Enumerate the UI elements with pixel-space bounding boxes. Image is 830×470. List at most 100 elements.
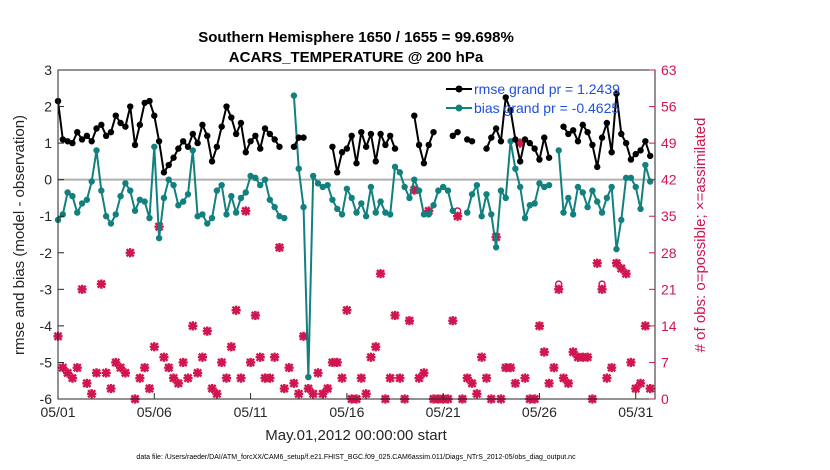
bias-point [353,209,360,216]
obs-assimilated-marker [207,383,217,394]
rmse-point [454,128,461,136]
bias-point [507,138,514,145]
rmse-point [560,123,567,130]
rmse-point [372,158,379,165]
rmse-point [78,136,86,143]
rmse-point [420,160,428,167]
obs-assimilated-marker [563,378,573,388]
rmse-point [228,114,235,121]
bias-point [396,169,404,176]
rmse-point [141,99,148,107]
rmse-point [179,138,187,145]
obs-assimilated-marker [183,373,193,383]
obs-assimilated-marker [178,357,188,368]
obs-assimilated-marker [250,310,260,321]
rmse-point [382,141,389,149]
bias-point [184,191,192,198]
bias-point [309,172,317,180]
y-axis-right-label: # of obs: o=possible; ×=assimilated [692,118,709,353]
y-tick-label: -1 [40,208,53,224]
obs-assimilated-marker [168,373,179,383]
rmse-point [257,145,264,152]
bias-point [637,205,644,213]
obs-assimilated-marker [510,378,520,388]
bias-point [579,189,586,196]
y-right-tick-label: 21 [661,281,677,297]
bias-point [329,196,336,203]
obs-assimilated-marker [318,389,328,399]
rmse-point [387,132,394,139]
rmse-point [223,103,230,110]
bias-point [165,176,172,183]
obs-assimilated-marker [101,368,111,378]
bias-point [642,161,649,169]
bias-point [74,209,81,216]
rmse-point [512,136,519,143]
bias-point [127,187,134,194]
rmse-point [232,130,240,138]
obs-assimilated-marker [313,368,323,378]
bias-point [319,183,326,191]
rmse-point [117,119,124,127]
bias-point [271,203,278,211]
obs-assimilated-marker [245,357,256,368]
obs-assimilated-marker [414,373,424,383]
bias-point [492,244,500,251]
bias-point [102,213,110,220]
obs-assimilated-marker [236,373,246,383]
rmse-point [165,161,172,169]
bias-point [401,183,408,191]
y-tick-label: 2 [44,99,52,115]
bias-point [88,178,95,185]
bias-point [266,196,274,203]
rmse-point [536,156,543,163]
obs-assimilated-marker [274,242,285,253]
rmse-point [348,132,355,139]
rmse-point [377,130,384,138]
rmse-point [589,141,596,149]
obs-assimilated-marker [467,378,477,388]
obs-assimilated-marker [635,378,646,388]
obs-assimilated-marker [472,389,482,399]
obs-assimilated-marker [193,368,203,378]
rmse-point [194,139,201,147]
y-right-tick-label: 0 [661,391,669,407]
bias-point [247,172,254,180]
obs-assimilated-marker [120,368,131,378]
rmse-point [170,154,177,161]
obs-assimilated-marker [582,352,593,362]
rmse-point [69,139,76,147]
obs-assimilated-marker [515,138,525,148]
bias-point [594,198,601,205]
bias-point [512,165,519,172]
x-axis-label: May.01,2012 00:00:00 start [265,427,447,444]
rmse-point [430,128,437,136]
obs-assimilated-marker [501,363,511,373]
rmse-point [295,134,302,141]
rmse-point [411,112,418,119]
rmse-point [252,132,259,139]
bias-point [411,176,418,183]
obs-assimilated-marker [241,206,251,216]
rmse-point [59,136,67,143]
obs-assimilated-marker [63,368,73,378]
rmse-point [608,149,615,156]
obs-assimilated-marker [626,357,636,368]
obs-assimilated-marker [534,321,545,331]
y-tick-label: -6 [40,391,53,407]
obs-assimilated-marker [255,352,265,362]
bias-point [257,181,264,189]
y-right-tick-label: 56 [661,99,677,115]
rmse-point [300,134,307,141]
obs-assimilated-marker [337,373,347,383]
bias-point [526,202,534,209]
bias-point [348,194,355,202]
obs-assimilated-marker [640,321,650,331]
obs-assimilated-marker [87,389,97,399]
bias-point [199,211,206,218]
obs-assimilated-marker [616,263,626,274]
obs-assimilated-marker [140,363,150,373]
rmse-point [338,149,346,156]
bias-point [430,202,437,209]
obs-assimilated-marker [597,284,607,294]
